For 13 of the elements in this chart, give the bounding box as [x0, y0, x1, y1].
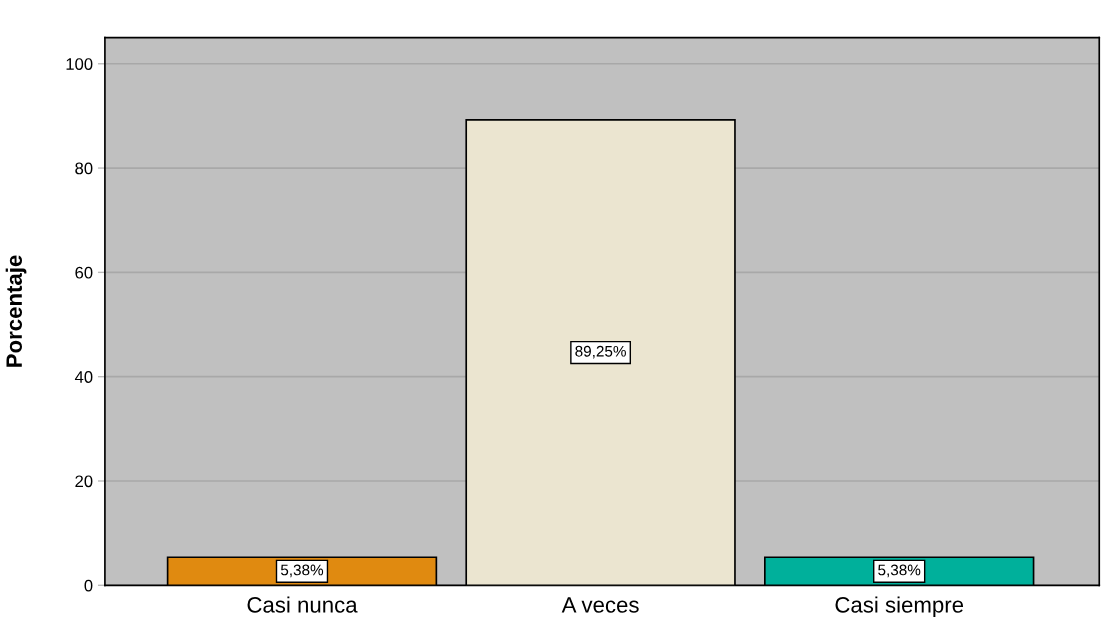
y-tick-label: 0	[84, 579, 93, 592]
data-label: 5,38%	[280, 564, 324, 578]
y-tick-label: 40	[74, 371, 93, 383]
x-tick-label: Casi siempre	[835, 596, 964, 618]
data-label: 89,25%	[575, 345, 626, 359]
x-tick-label: Casi nunca	[247, 596, 358, 613]
y-tick-label: 20	[75, 475, 93, 488]
y-tick-label: 80	[75, 162, 93, 175]
y-tick-label: 60	[75, 266, 93, 279]
y-tick-label: 100	[66, 58, 93, 70]
y-axis-title: Porcentaje	[5, 255, 27, 367]
data-label: 5,38%	[878, 564, 921, 578]
x-tick-label: A veces	[561, 597, 639, 613]
